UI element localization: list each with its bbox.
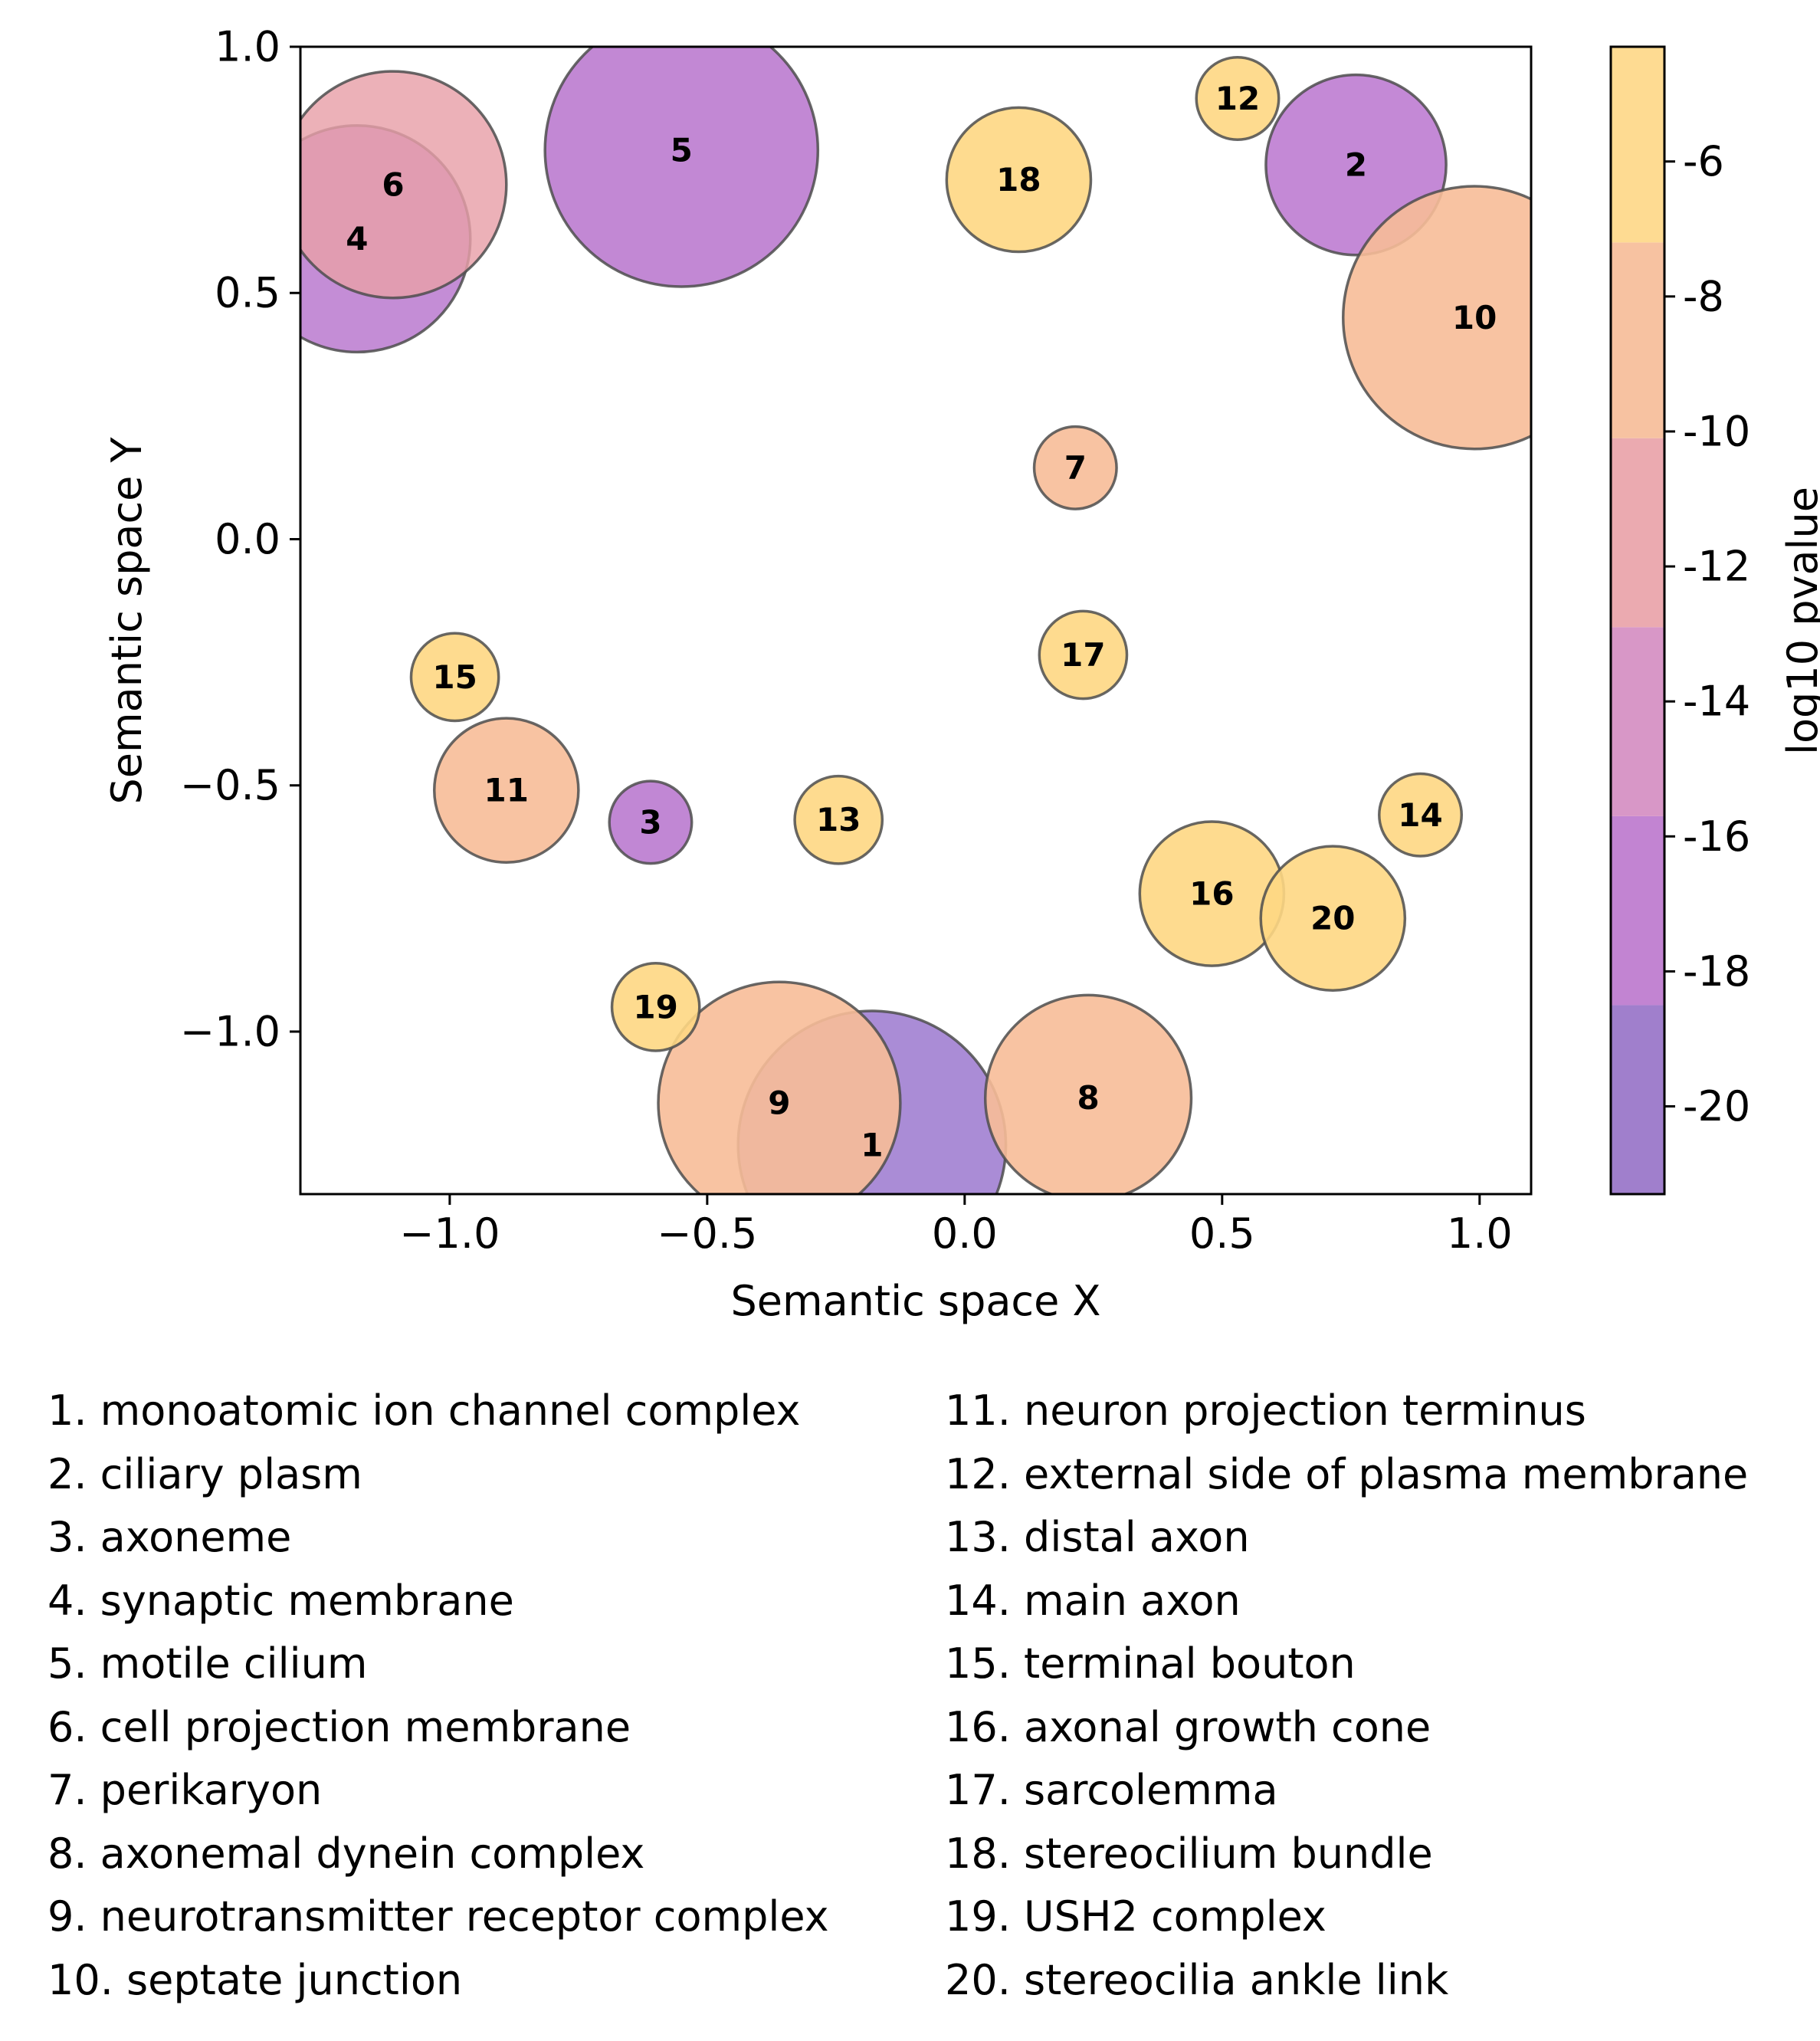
x-tick-label: −0.5 bbox=[657, 1209, 757, 1258]
x-tick-label: 0.5 bbox=[1189, 1209, 1255, 1258]
bubble-label-8: 8 bbox=[1077, 1079, 1099, 1117]
bubble-label-2: 2 bbox=[1345, 146, 1367, 184]
bubble-18 bbox=[945, 106, 1093, 254]
legend-entry: 18. stereocilium bundle bbox=[945, 1829, 1433, 1878]
legend-entry: 15. terminal bouton bbox=[945, 1639, 1356, 1688]
legend-entry: 5. motile cilium bbox=[48, 1639, 368, 1688]
bubble-14 bbox=[1378, 772, 1464, 858]
legend-entry: 10. septate junction bbox=[48, 1955, 463, 2004]
bubble-label-14: 14 bbox=[1398, 796, 1442, 834]
legend-entry: 4. synaptic membrane bbox=[48, 1576, 514, 1625]
bubble-5 bbox=[543, 47, 820, 288]
legend-entry: 6. cell projection membrane bbox=[48, 1702, 631, 1751]
bubble-label-1: 1 bbox=[861, 1126, 883, 1163]
y-tick-label: 0.0 bbox=[215, 515, 280, 563]
colorbar-tick-label: -6 bbox=[1683, 137, 1724, 185]
bubble-label-16: 16 bbox=[1189, 875, 1234, 913]
colorbar-tick-label: -14 bbox=[1683, 678, 1750, 726]
legend-entry: 13. distal axon bbox=[945, 1513, 1250, 1561]
colorbar-band bbox=[1611, 47, 1664, 243]
colorbar-tick-label: -20 bbox=[1683, 1082, 1750, 1130]
colorbar-band bbox=[1611, 815, 1664, 1006]
bubble-8 bbox=[984, 993, 1193, 1194]
bubble-12 bbox=[1195, 55, 1281, 141]
colorbar-tick-label: -8 bbox=[1683, 272, 1724, 320]
bubble-3 bbox=[608, 779, 694, 865]
bubble-label-10: 10 bbox=[1452, 299, 1497, 336]
legend-entry: 17. sarcolemma bbox=[945, 1766, 1278, 1814]
x-tick-label: 1.0 bbox=[1447, 1209, 1513, 1258]
legend-entry: 14. main axon bbox=[945, 1576, 1241, 1625]
bubble-label-18: 18 bbox=[996, 161, 1041, 199]
bubble-17 bbox=[1038, 609, 1129, 701]
bubble-label-5: 5 bbox=[671, 131, 693, 169]
plot-frame bbox=[299, 45, 1533, 1196]
colorbar-tick-label: -16 bbox=[1683, 812, 1750, 861]
legend-entry: 7. perikaryon bbox=[48, 1766, 323, 1814]
x-tick-label: 0.0 bbox=[932, 1209, 998, 1258]
legend-entry: 1. monoatomic ion channel complex bbox=[48, 1386, 801, 1435]
colorbar-tick-label: -10 bbox=[1683, 407, 1750, 455]
legend-entry: 3. axoneme bbox=[48, 1513, 292, 1561]
legend-entry: 19. USH2 complex bbox=[945, 1892, 1326, 1941]
y-axis: 1.0 0.5 0.0 −0.5 −1.0 bbox=[180, 23, 300, 1055]
y-tick-label: 0.5 bbox=[215, 269, 280, 317]
bubble-9 bbox=[657, 980, 902, 1194]
y-tick-label: −1.0 bbox=[180, 1007, 280, 1055]
legend-entry: 2. ciliary plasm bbox=[48, 1449, 362, 1498]
legend-entry: 12. external side of plasma membrane bbox=[945, 1449, 1749, 1498]
bubble-13 bbox=[793, 774, 884, 865]
bubble-20 bbox=[1259, 845, 1407, 993]
bubble-label-4: 4 bbox=[346, 220, 368, 258]
bubble-11 bbox=[432, 717, 580, 864]
colorbar: -6 -8 -10 -12 -14 -16 -18 -20 bbox=[1609, 45, 1750, 1196]
term-legend: 1. monoatomic ion channel complex 2. cili… bbox=[0, 1372, 1820, 2031]
bubble-7 bbox=[1032, 425, 1118, 510]
bubbles-layer bbox=[300, 47, 1531, 1194]
legend-entry: 16. axonal growth cone bbox=[945, 1702, 1431, 1751]
bubble-label-19: 19 bbox=[633, 988, 677, 1025]
bubble-label-20: 20 bbox=[1310, 900, 1355, 937]
bubble-label-13: 13 bbox=[816, 801, 861, 838]
x-axis-label: Semantic space X bbox=[730, 1277, 1100, 1325]
x-axis: −1.0 −0.5 0.0 0.5 1.0 bbox=[399, 1194, 1513, 1258]
colorbar-band bbox=[1611, 627, 1664, 816]
colorbar-band bbox=[1611, 242, 1664, 438]
bubble-19 bbox=[610, 961, 701, 1052]
y-tick-label: 1.0 bbox=[215, 23, 280, 71]
legend-entry: 8. axonemal dynein complex bbox=[48, 1829, 645, 1878]
bubble-label-15: 15 bbox=[432, 658, 477, 696]
bubble-10 bbox=[1342, 185, 1531, 451]
bubble-label-12: 12 bbox=[1215, 80, 1260, 117]
colorbar-band bbox=[1611, 438, 1664, 628]
bubble-label-7: 7 bbox=[1064, 449, 1087, 487]
y-axis-label: Semantic space Y bbox=[103, 436, 151, 804]
bubble-15 bbox=[409, 632, 500, 723]
legend-entry: 20. stereocilia ankle link bbox=[945, 1955, 1449, 2004]
colorbar-band bbox=[1611, 1005, 1664, 1194]
bubble-label-3: 3 bbox=[639, 803, 661, 841]
bubble-label-17: 17 bbox=[1061, 636, 1105, 674]
bubble-6 bbox=[300, 70, 508, 300]
bubble-label-6: 6 bbox=[382, 166, 404, 203]
y-tick-label: −0.5 bbox=[180, 761, 280, 809]
colorbar-label: log10 pvalue bbox=[1779, 487, 1820, 755]
colorbar-frame bbox=[1609, 45, 1666, 1196]
legend-entry: 9. neurotransmitter receptor complex bbox=[48, 1892, 829, 1941]
x-tick-label: −1.0 bbox=[399, 1209, 500, 1258]
bubble-label-11: 11 bbox=[484, 772, 529, 809]
legend-entry: 11. neuron projection terminus bbox=[945, 1386, 1586, 1435]
colorbar-tick-label: -18 bbox=[1683, 947, 1750, 996]
colorbar-tick-label: -12 bbox=[1683, 543, 1750, 591]
bubble-label-9: 9 bbox=[768, 1084, 790, 1122]
